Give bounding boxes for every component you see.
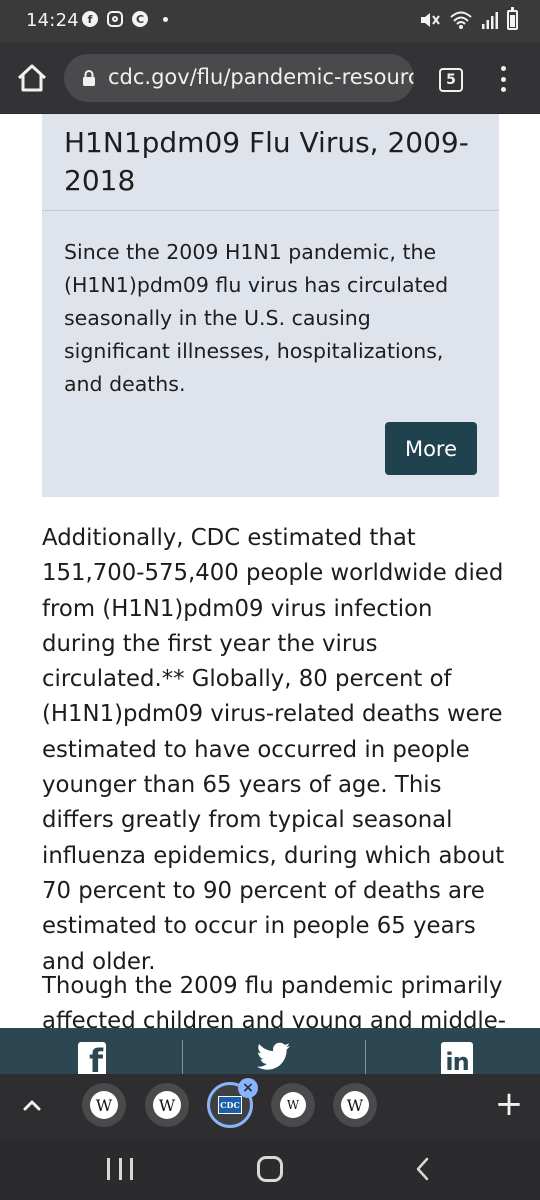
- tab-thumbnail-wikipedia[interactable]: W: [145, 1083, 189, 1127]
- page-content[interactable]: H1N1pdm09 Flu Virus, 2009-2018 Since the…: [0, 114, 540, 1028]
- card-title: H1N1pdm09 Flu Virus, 2009-2018: [64, 124, 484, 200]
- recent-bar-icon: [130, 1158, 133, 1180]
- wikipedia-icon: W: [153, 1091, 181, 1119]
- recent-apps-button[interactable]: [107, 1158, 133, 1180]
- wikipedia-icon: W: [341, 1091, 369, 1119]
- share-divider: [182, 1040, 183, 1074]
- recent-bar-icon: [107, 1158, 110, 1180]
- battery-icon: [507, 10, 518, 30]
- status-time: 14:24: [26, 10, 79, 31]
- tab-thumbnail-wikipedia[interactable]: W: [333, 1083, 377, 1127]
- menu-dot-icon: [501, 66, 506, 71]
- article-paragraph: Additionally, CDC estimated that 151,700…: [42, 521, 512, 980]
- wikipedia-icon: W: [90, 1091, 118, 1119]
- tab-switcher-button[interactable]: 5: [439, 68, 463, 92]
- back-button[interactable]: [410, 1156, 436, 1182]
- home-icon: [16, 63, 48, 93]
- card-divider: [42, 210, 499, 211]
- social-share-bar: f in: [0, 1028, 540, 1074]
- wikipedia-icon: W: [280, 1092, 306, 1118]
- chevron-up-icon[interactable]: [18, 1092, 46, 1120]
- recent-bar-icon: [119, 1158, 122, 1180]
- twitter-icon: [257, 1042, 291, 1072]
- home-button[interactable]: [10, 56, 54, 100]
- menu-dot-icon: [501, 77, 506, 82]
- more-button[interactable]: More: [385, 422, 477, 475]
- status-bar: 14:24 f C: [0, 0, 540, 42]
- facebook-share-button[interactable]: f: [78, 1042, 106, 1074]
- notification-icons: f C: [82, 11, 168, 27]
- system-icons: [419, 10, 518, 30]
- dot-icon: [163, 17, 168, 22]
- tab-group-strip: W W CDC × W W +: [0, 1074, 540, 1138]
- tab-thumbnail-wikipedia[interactable]: W: [271, 1083, 315, 1127]
- mute-icon: [419, 10, 441, 30]
- app-c-icon: C: [132, 11, 148, 27]
- browser-toolbar: cdc.gov/flu/pandemic-resources 5: [0, 42, 540, 114]
- facebook-icon: f: [82, 11, 98, 27]
- add-tab-button[interactable]: +: [494, 1090, 524, 1120]
- article-paragraph: Though the 2009 flu pandemic primarily a…: [42, 969, 512, 1028]
- cdc-logo-icon: CDC: [218, 1096, 242, 1114]
- overflow-menu-button[interactable]: [488, 62, 518, 96]
- instagram-icon: [107, 11, 123, 27]
- wifi-icon: [449, 10, 473, 30]
- system-navigation-bar: [0, 1138, 540, 1200]
- menu-dot-icon: [501, 87, 506, 92]
- card-body: Since the 2009 H1N1 pandemic, the (H1N1)…: [64, 236, 482, 401]
- nav-home-button[interactable]: [257, 1156, 283, 1182]
- close-tab-button[interactable]: ×: [238, 1078, 258, 1098]
- twitter-share-button[interactable]: [256, 1042, 292, 1074]
- url-text: cdc.gov/flu/pandemic-resources: [108, 65, 414, 89]
- share-divider: [365, 1040, 366, 1074]
- tab-thumbnail-wikipedia[interactable]: W: [82, 1083, 126, 1127]
- signal-icon: [481, 10, 499, 30]
- lock-icon: [82, 70, 96, 86]
- linkedin-share-button[interactable]: in: [441, 1042, 473, 1074]
- address-bar[interactable]: cdc.gov/flu/pandemic-resources: [64, 54, 414, 102]
- feature-card: H1N1pdm09 Flu Virus, 2009-2018 Since the…: [42, 114, 499, 497]
